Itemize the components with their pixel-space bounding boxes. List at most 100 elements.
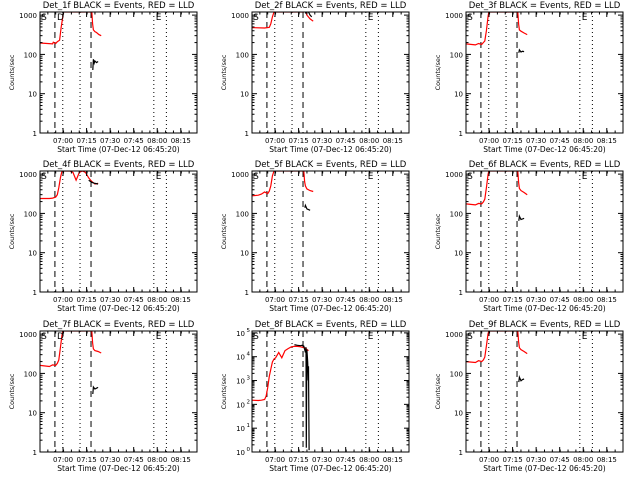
event-marker-d: D: [57, 13, 64, 23]
x-tick-label: 07:45: [336, 456, 356, 464]
x-axis-label: Start Time (07-Dec-12 06:45:20): [483, 304, 605, 313]
y-tick-label: 1000: [445, 12, 463, 20]
y-tick-label: 10: [236, 401, 245, 409]
plot-frame: [39, 11, 198, 134]
x-tick-label: 07:30: [526, 456, 546, 464]
x-tick-label: 08:15: [597, 296, 617, 304]
x-tick-label: 08:15: [171, 296, 191, 304]
chart-panel-2: Det_2f BLACK = Events, RED = LLD 1 10 100 10…: [220, 1, 410, 154]
event-marker-s: S: [253, 13, 259, 23]
x-tick-label: 08:00: [359, 456, 379, 464]
x-tick-label: 07:45: [124, 296, 144, 304]
y-tick-label: 1000: [19, 171, 37, 179]
event-marker-s: S: [41, 332, 47, 342]
x-tick-label: 08:00: [359, 296, 379, 304]
chart-title: Det_3f BLACK = Events, RED = LLD: [469, 1, 621, 11]
x-axis-label: Start Time (07-Dec-12 06:45:20): [57, 464, 179, 473]
x-tick-label: 07:15: [502, 137, 522, 145]
y-axis-label: Counts/sec: [434, 373, 442, 409]
chart-panel-8: Det_8f BLACK = Events, RED = LLD 10 0 10 1 10…: [220, 320, 410, 473]
x-tick-label: 07:00: [53, 456, 73, 464]
chart-title: Det_9f BLACK = Events, RED = LLD: [469, 320, 621, 330]
event-marker-s: S: [467, 172, 473, 182]
x-tick-label: 08:15: [383, 296, 403, 304]
x-tick-label: 07:45: [550, 296, 570, 304]
event-marker-e: E: [156, 13, 162, 23]
x-tick-label: 08:00: [573, 456, 593, 464]
x-tick-label: 07:00: [53, 137, 73, 145]
chart-title: Det_8f BLACK = Events, RED = LLD: [255, 320, 407, 330]
x-tick-label: 08:00: [573, 137, 593, 145]
y-axis-label: Counts/sec: [8, 373, 16, 409]
plot-frame: [251, 330, 410, 453]
series-lld-line: [466, 12, 528, 46]
x-tick-label: 07:30: [100, 456, 120, 464]
chart-title: Det_4f BLACK = Events, RED = LLD: [43, 160, 195, 170]
x-tick-label: 07:15: [288, 137, 308, 145]
chart-panel-6: Det_6f BLACK = Events, RED = LLD 1 10 100 10…: [434, 160, 624, 313]
y-tick-label: 10: [236, 354, 245, 362]
x-tick-label: 07:30: [526, 137, 546, 145]
series-lld-line: [252, 12, 314, 29]
series-events-line: [518, 214, 525, 221]
x-tick-label: 07:45: [336, 137, 356, 145]
chart-title: Det_7f BLACK = Events, RED = LLD: [43, 320, 195, 330]
y-tick-label: 1: [33, 449, 37, 457]
y-tick-label: 1000: [445, 331, 463, 339]
y-tick-label-exponent: 3: [247, 376, 251, 382]
y-tick-label: 10: [28, 91, 37, 99]
x-tick-label: 07:30: [100, 296, 120, 304]
x-tick-label: 08:15: [171, 137, 191, 145]
plot-frame: [465, 170, 624, 293]
x-tick-label: 08:00: [573, 296, 593, 304]
y-axis-label: Counts/sec: [220, 54, 228, 90]
event-marker-s: S: [467, 13, 473, 23]
y-tick-label: 1: [459, 130, 463, 138]
y-tick-label-exponent: 1: [247, 423, 251, 429]
y-tick-label: 1000: [445, 171, 463, 179]
y-tick-label-exponent: 2: [247, 399, 251, 405]
y-tick-label: 100: [236, 51, 249, 59]
series-lld-line: [40, 12, 102, 45]
event-marker-e: E: [368, 332, 374, 342]
chart-panel-4: Det_4f BLACK = Events, RED = LLD 1 10 100 10…: [8, 160, 198, 313]
y-axis-label: Counts/sec: [8, 213, 16, 249]
series-events-line: [92, 59, 99, 71]
series-lld-line: [40, 331, 102, 368]
x-tick-label: 08:00: [147, 137, 167, 145]
plot-frame: [465, 11, 624, 134]
x-tick-label: 08:00: [147, 456, 167, 464]
y-tick-label: 1: [459, 289, 463, 297]
chart-title: Det_5f BLACK = Events, RED = LLD: [255, 160, 407, 170]
data-series-group: [252, 171, 314, 211]
y-tick-label: 100: [24, 370, 37, 378]
x-tick-label: 08:15: [171, 456, 191, 464]
x-tick-label: 08:00: [359, 137, 379, 145]
chart-panel-3: Det_3f BLACK = Events, RED = LLD 1 10 100 10…: [434, 1, 624, 154]
x-tick-label: 07:30: [312, 296, 332, 304]
x-tick-label: 07:45: [550, 456, 570, 464]
x-axis-label: Start Time (07-Dec-12 06:45:20): [269, 464, 391, 473]
event-marker-s: S: [467, 332, 473, 342]
x-axis-label: Start Time (07-Dec-12 06:45:20): [483, 145, 605, 154]
x-axis-label: Start Time (07-Dec-12 06:45:20): [269, 145, 391, 154]
series-events-line: [304, 203, 311, 211]
x-tick-label: 07:30: [312, 137, 332, 145]
x-tick-label: 07:00: [479, 296, 499, 304]
data-series-group: [40, 171, 99, 200]
data-series-group: [40, 12, 102, 71]
event-marker-e: E: [582, 13, 588, 23]
y-tick-label-exponent: 4: [247, 352, 251, 358]
y-tick-label: 100: [450, 210, 463, 218]
x-tick-label: 07:15: [76, 137, 96, 145]
event-marker-e: E: [156, 332, 162, 342]
y-tick-label: 1000: [231, 171, 249, 179]
y-tick-label: 10: [236, 378, 245, 386]
data-series-group: [252, 344, 310, 451]
chart-panel-5: Det_5f BLACK = Events, RED = LLD 1 10 100 10…: [220, 160, 410, 313]
series-lld-line: [466, 331, 528, 364]
chart-title: Det_2f BLACK = Events, RED = LLD: [255, 1, 407, 11]
y-tick-label-exponent: 0: [247, 447, 251, 453]
x-tick-label: 07:00: [479, 137, 499, 145]
data-series-group: [466, 12, 528, 53]
